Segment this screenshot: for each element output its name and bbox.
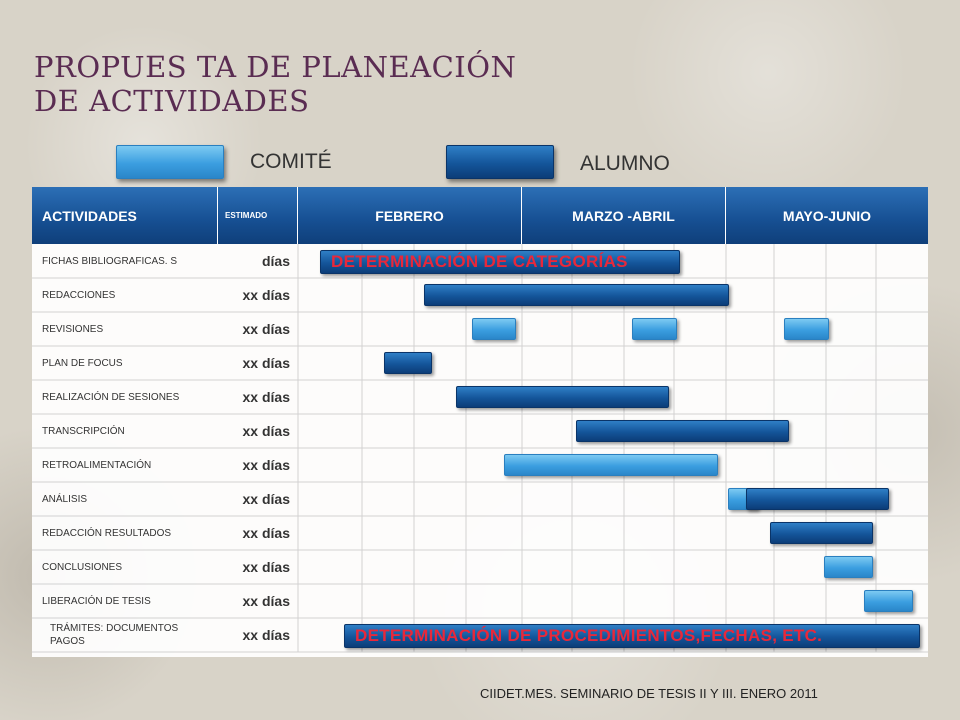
estimate-value: xx días: [242, 321, 290, 337]
student-task-bar: [456, 386, 669, 408]
banner-categories: DETERMINACIÓN DE CATEGORÍAS: [320, 250, 680, 274]
header-activities: ACTIVIDADES: [32, 187, 218, 244]
student-task-bar: [746, 488, 889, 510]
header-month-feb: FEBRERO: [298, 187, 522, 244]
estimate-value: xx días: [242, 593, 290, 609]
estimate-value: xx días: [242, 559, 290, 575]
estimate-value: xx días: [242, 627, 290, 643]
activity-label: TRÁMITES: DOCUMENTOS PAGOS: [50, 623, 179, 647]
student-task-bar: [424, 284, 729, 306]
estimate-value: xx días: [242, 389, 290, 405]
committee-task-bar: [864, 590, 913, 612]
committee-task-bar: [824, 556, 873, 578]
activity-label: REDACCIONES: [42, 289, 116, 301]
title-line-1: PROPUES TA DE PLANEACIÓN: [34, 50, 517, 84]
page-title: PROPUES TA DE PLANEACIÓN DE ACTIVIDADES: [34, 50, 516, 118]
estimate-value: xx días: [242, 491, 290, 507]
title-line-2: DE ACTIVIDADES: [34, 84, 310, 118]
estimate-value: xx días: [242, 287, 290, 303]
activity-label: CONCLUSIONES: [42, 561, 123, 573]
legend-student-label: ALUMNO: [580, 152, 670, 175]
activity-label: RETROALIMENTACIÓN: [42, 459, 152, 471]
activity-label: PLAN DE FOCUS: [42, 357, 123, 369]
header-month-mar-apr: MARZO -ABRIL: [522, 187, 726, 244]
legend-student-swatch: [446, 145, 554, 179]
student-task-bar: [576, 420, 789, 442]
estimate-value: xx días: [242, 525, 290, 541]
student-task-bar: [770, 522, 873, 544]
estimate-value: xx días: [242, 355, 290, 371]
gantt-grid: [32, 244, 928, 653]
banner-procedures: DETERMINACIÓN DE PROCEDIMIENTOS,FECHAS, …: [344, 624, 920, 648]
legend-committee-label: COMITÉ: [250, 150, 332, 173]
estimate-value: xx días: [242, 457, 290, 473]
activity-label: FICHAS BIBLIOGRAFICAS. S: [42, 255, 178, 267]
activity-label: REVISIONES: [42, 323, 104, 335]
header-estimated: ESTIMADO: [218, 187, 298, 244]
student-task-bar: [384, 352, 432, 374]
committee-task-bar: [472, 318, 516, 340]
activity-label: LIBERACIÓN DE TESIS: [42, 595, 151, 607]
estimate-value: días: [261, 253, 290, 269]
header-month-may-jun: MAYO-JUNIO: [726, 187, 928, 244]
committee-task-bar: [784, 318, 829, 340]
activity-label: TRANSCRIPCIÓN: [42, 425, 125, 437]
activity-label: ANÁLISIS: [42, 493, 88, 505]
legend-committee-swatch: [116, 145, 224, 179]
estimate-value: xx días: [242, 423, 290, 439]
footer-credit: CIIDET.MES. SEMINARIO DE TESIS II Y III.…: [480, 686, 818, 701]
committee-task-bar: [504, 454, 718, 476]
gantt-table: ACTIVIDADES ESTIMADO FEBRERO MARZO -ABRI…: [32, 187, 928, 657]
committee-task-bar: [632, 318, 677, 340]
activity-label: REDACCIÓN RESULTADOS: [42, 527, 172, 539]
activity-label: REALIZACIÓN DE SESIONES: [42, 391, 180, 403]
